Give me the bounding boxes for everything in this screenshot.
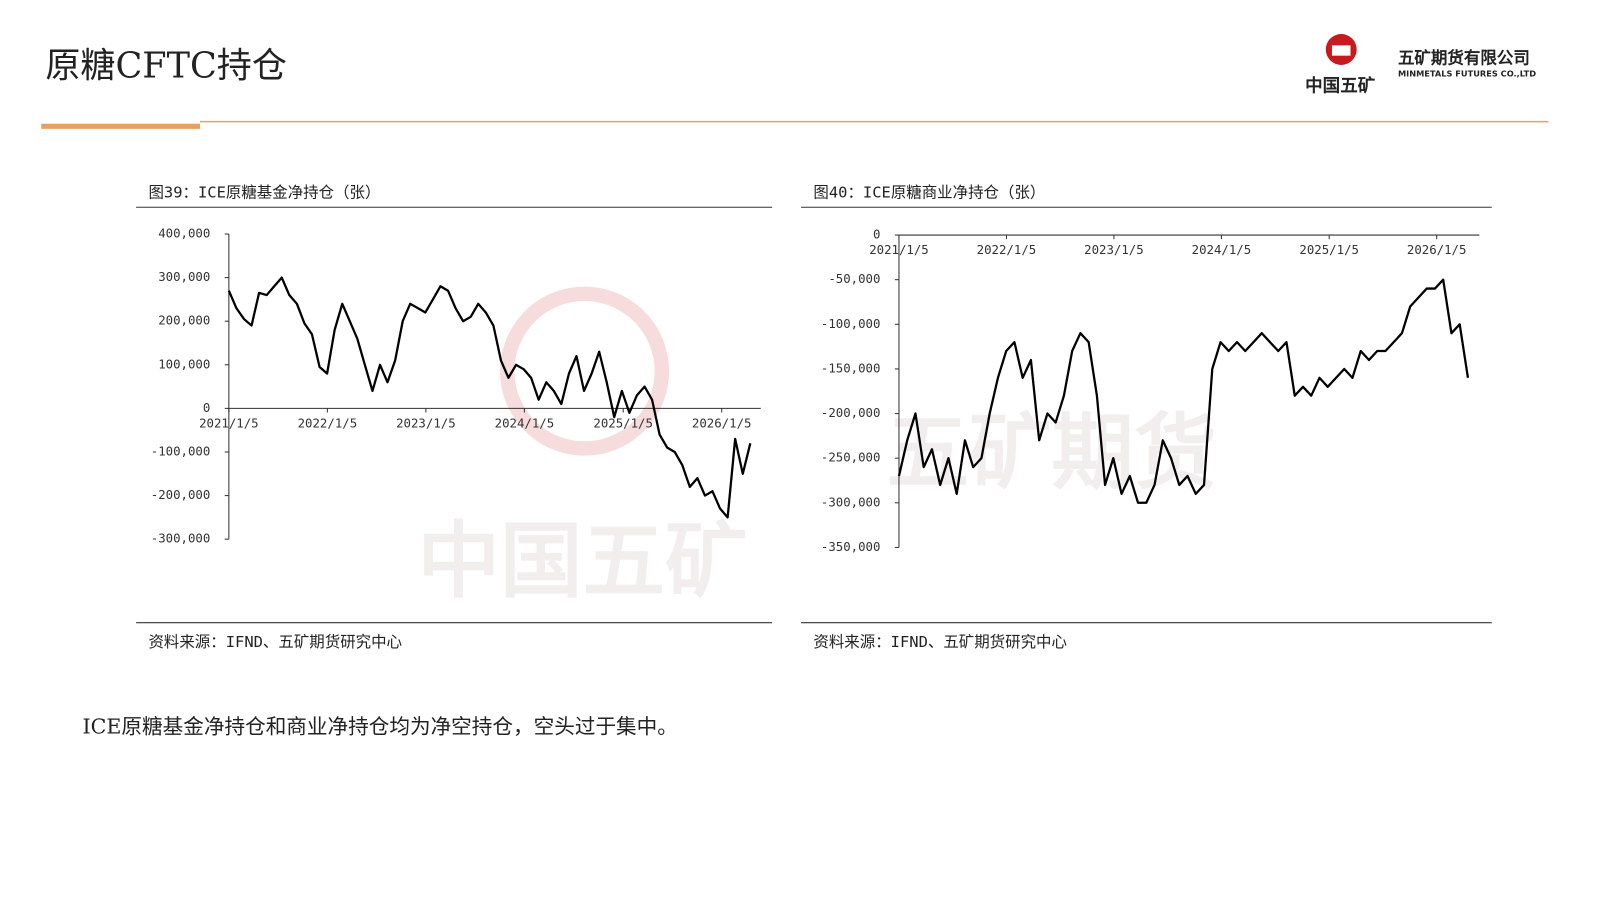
x-tick-label: 2025/1/5 [1299,243,1359,257]
logo-text: 中国五矿 [1305,76,1376,97]
chart-source: 资料来源：IFND、五矿期货研究中心 [813,633,1067,651]
slide-title: 原糖CFTC持仓 [45,46,287,87]
watermark-emblem [499,286,670,456]
y-tick-label: 0 [203,401,210,415]
x-tick-label: 2023/1/5 [396,416,456,430]
company-name: 五矿期货有限公司 [1398,47,1530,67]
watermark: 中国五矿 [418,513,748,609]
x-tick-label: 2024/1/5 [1192,243,1252,257]
y-tick-label: 100,000 [158,357,210,371]
y-tick-label: -150,000 [821,361,881,375]
x-tick-label: 2022/1/5 [977,243,1037,257]
chart-title: 图40：ICE原糖商业净持仓（张） [813,183,1045,201]
y-tick-label: 400,000 [158,227,210,241]
x-tick-label: 2021/1/5 [869,243,929,257]
x-tick-label: 2023/1/5 [1084,243,1144,257]
y-tick-label: -250,000 [821,451,881,465]
y-tick-label: -100,000 [821,317,881,331]
x-tick-label: 2024/1/5 [495,416,555,430]
x-tick-label: 2022/1/5 [298,416,358,430]
y-tick-label: 200,000 [158,314,210,328]
x-tick-label: 2026/1/5 [1407,243,1467,257]
header-accent [41,123,200,129]
chart-title: 图39：ICE原糖基金净持仓（张） [148,183,380,201]
data-line [227,276,752,519]
y-tick-label: -300,000 [151,532,211,546]
x-tick-label: 2021/1/5 [199,416,259,430]
x-tick-label: 2025/1/5 [593,416,653,430]
y-tick-label: 0 [873,228,880,242]
y-tick-label: -100,000 [151,444,211,458]
y-tick-label: -50,000 [828,272,880,286]
x-tick-label: 2026/1/5 [692,416,752,430]
company-name-en: MINMETALS FUTURES CO.,LTD [1398,69,1536,79]
y-tick-label: -350,000 [821,540,881,554]
y-tick-label: -300,000 [821,495,881,509]
y-tick-label: -200,000 [821,406,881,420]
chart-source: 资料来源：IFND、五矿期货研究中心 [148,633,402,651]
y-tick-label: 300,000 [158,270,210,284]
body-text: ICE原糖基金净持仓和商业净持仓均为净空持仓，空头过于集中。 [82,714,677,738]
logo-emblem-detail [1331,45,1351,56]
data-line [897,278,1470,504]
y-tick-label: -200,000 [151,488,211,502]
